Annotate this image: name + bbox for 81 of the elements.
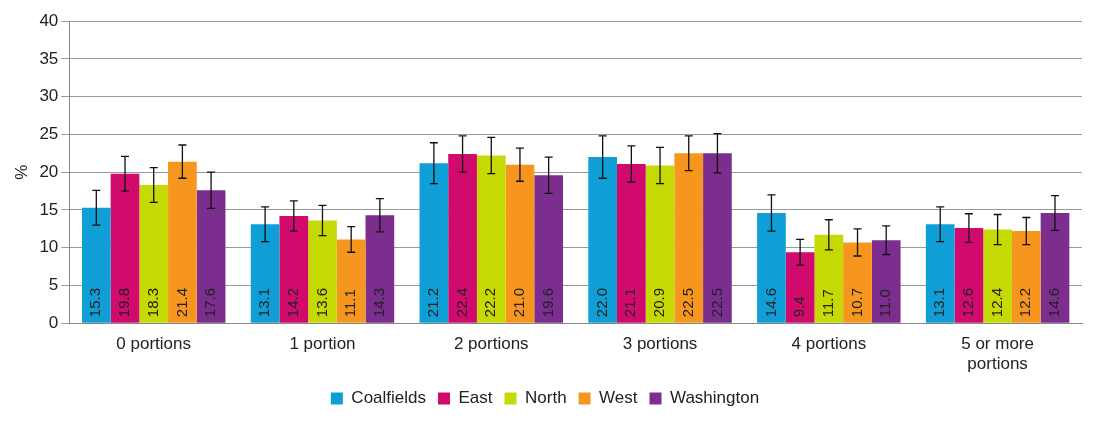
y-axis-title: % [11, 164, 31, 180]
data-label: 21.2 [424, 288, 442, 318]
y-tick-label: 30 [39, 86, 59, 106]
bar [139, 185, 169, 323]
y-tick-label: 0 [48, 312, 59, 332]
legend-label: East [458, 388, 493, 408]
data-label: 20.9 [650, 288, 668, 318]
data-label: 22.5 [678, 288, 696, 318]
x-tick-label: 3 portions [622, 334, 698, 354]
data-label: 14.3 [370, 288, 388, 318]
data-label: 12.4 [987, 288, 1005, 318]
bar [279, 215, 309, 323]
bar [954, 228, 984, 323]
data-label: 21.1 [621, 288, 639, 318]
data-label: 11.1 [341, 289, 359, 318]
bar [871, 240, 901, 323]
data-label: 12.6 [959, 288, 977, 318]
data-label: 10.7 [847, 288, 865, 318]
data-label: 13.1 [255, 288, 273, 318]
bar [308, 220, 337, 323]
data-label: 14.6 [761, 288, 779, 318]
bar [505, 164, 535, 323]
bar [843, 242, 872, 323]
bar [645, 165, 675, 323]
legend-label: West [599, 388, 638, 408]
data-label: 19.8 [115, 288, 133, 318]
y-tick-label: 25 [39, 124, 59, 144]
bar [674, 153, 704, 323]
data-label: 18.3 [143, 288, 161, 318]
x-tick-label: 0 portions [116, 334, 192, 354]
bar [983, 229, 1012, 323]
data-label: 22.0 [592, 288, 610, 318]
data-label: 19.6 [538, 288, 556, 318]
data-label: 21.4 [172, 288, 190, 318]
bar [250, 224, 280, 323]
bar [588, 157, 618, 323]
bar [168, 161, 197, 323]
bar [1011, 231, 1041, 323]
bar [448, 154, 477, 323]
x-tick-label: 5 or more portions [961, 334, 1034, 374]
data-label: 14.2 [283, 288, 301, 318]
data-label: 13.6 [312, 288, 330, 318]
bar [81, 207, 111, 323]
data-label: 9.4 [790, 296, 808, 318]
bar [196, 190, 226, 323]
bar [476, 155, 506, 323]
x-tick-label: 2 portions [453, 334, 529, 354]
bar [785, 252, 815, 323]
data-label: 22.5 [707, 288, 725, 318]
y-tick-label: 20 [39, 161, 59, 181]
legend-label: North [525, 388, 567, 408]
y-tick-label: 10 [39, 237, 59, 257]
bar [534, 175, 563, 323]
y-tick-label: 40 [39, 10, 59, 30]
y-tick-label: 35 [39, 48, 59, 68]
data-label: 15.3 [86, 288, 104, 318]
data-label: 22.2 [481, 288, 499, 318]
bar [365, 215, 395, 323]
bar [925, 224, 955, 323]
legend-label: Washington [670, 388, 760, 408]
bar [617, 163, 646, 323]
data-label: 21.0 [510, 288, 528, 318]
bar [757, 212, 786, 323]
bar [110, 173, 140, 323]
bar [703, 153, 732, 323]
x-tick-label: 1 portion [289, 334, 356, 354]
data-label: 11.0 [876, 289, 894, 318]
bar [336, 239, 366, 323]
bar [814, 234, 844, 323]
y-tick-label: 15 [39, 199, 59, 219]
data-label: 12.2 [1016, 288, 1034, 318]
x-tick-label: 4 portions [791, 334, 867, 354]
bar [1040, 212, 1070, 323]
bar [419, 163, 449, 323]
legend-label: Coalfields [351, 388, 427, 408]
data-label: 13.1 [930, 288, 948, 318]
y-tick-label: 5 [48, 275, 59, 295]
data-label: 14.6 [1045, 288, 1063, 318]
data-label: 22.4 [452, 288, 470, 318]
data-label: 11.7 [818, 289, 836, 318]
data-label: 17.6 [201, 288, 219, 318]
